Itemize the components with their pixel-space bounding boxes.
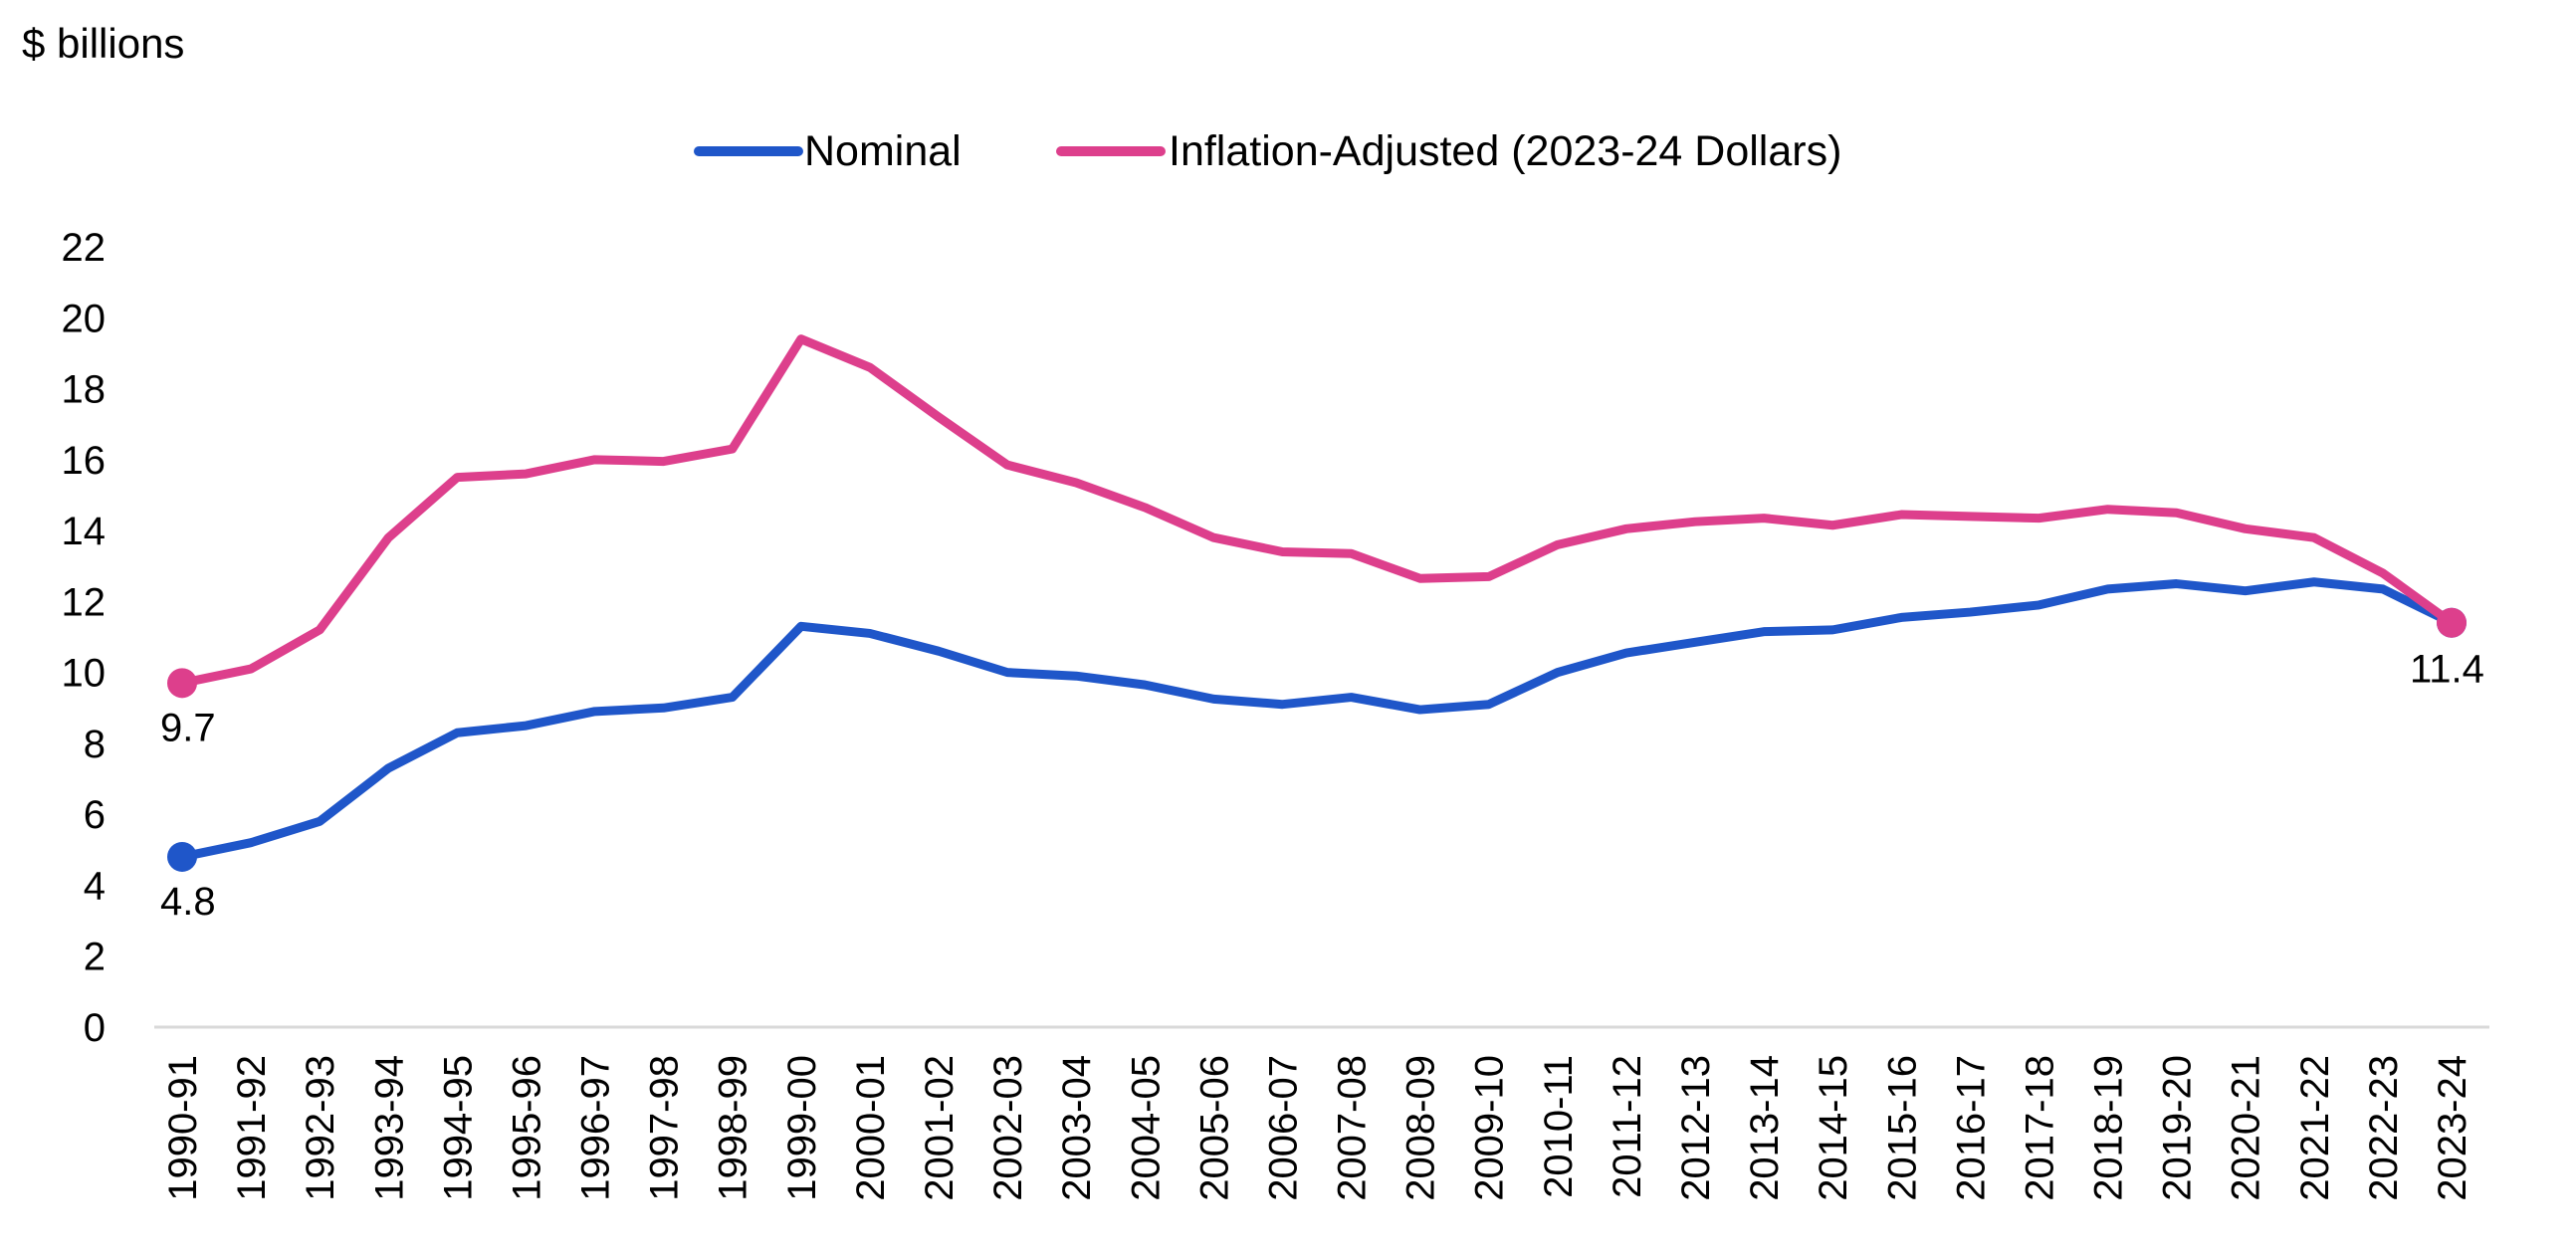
x-tick-label: 1992-93 [299, 1055, 342, 1201]
y-tick-label: 10 [62, 652, 107, 696]
data-label-start-inflation-adjusted: 9.7 [160, 706, 216, 749]
x-tick-label: 2011-12 [1606, 1055, 1649, 1198]
x-tick-label: 2016-17 [1949, 1055, 1993, 1201]
x-tick-label: 1998-99 [712, 1055, 755, 1201]
x-tick-label: 2002-03 [986, 1055, 1030, 1201]
x-tick-label: 1999-00 [780, 1055, 824, 1201]
x-tick-label: 2006-07 [1261, 1055, 1305, 1201]
x-tick-label: 2014-15 [1812, 1055, 1855, 1201]
series-line-nominal [177, 577, 2457, 862]
y-tick-label: 18 [62, 368, 107, 412]
x-tick-label: 1991-92 [230, 1055, 274, 1201]
x-tick-label: 2015-16 [1880, 1055, 1924, 1201]
x-tick-label: 2004-05 [1124, 1055, 1168, 1201]
data-label-end-inflation-adjusted: 11.4 [2410, 648, 2484, 692]
x-tick-label: 2008-09 [1399, 1055, 1443, 1201]
x-tick-label: 2000-01 [849, 1055, 893, 1201]
data-point-end-inflation-adjusted [2437, 607, 2467, 638]
x-tick-label: 1993-94 [367, 1055, 411, 1201]
x-tick-label: 2001-02 [918, 1055, 962, 1201]
x-tick-label: 1990-91 [161, 1055, 205, 1201]
y-tick-label: 8 [84, 723, 106, 766]
x-tick-label: 2010-11 [1537, 1055, 1581, 1198]
y-tick-label: 14 [62, 510, 107, 553]
x-tick-label: 2012-13 [1674, 1055, 1718, 1201]
unit-label: $ billions [22, 20, 184, 67]
y-tick-label: 0 [84, 1006, 106, 1050]
series-layer [167, 334, 2467, 872]
y-tick-label: 4 [84, 864, 106, 908]
x-tick-label: 2005-06 [1192, 1055, 1236, 1201]
data-point-start-nominal [167, 841, 197, 872]
x-tick-label: 2009-10 [1468, 1055, 1512, 1201]
legend: Nominal Inflation-Adjusted (2023-24 Doll… [694, 127, 1841, 175]
legend-label-nominal: Nominal [804, 127, 962, 175]
legend-item-inflation-adjusted: Inflation-Adjusted (2023-24 Dollars) [1056, 127, 1841, 175]
x-tick-label: 2007-08 [1331, 1055, 1375, 1201]
x-tick-label: 1994-95 [436, 1055, 480, 1201]
x-tick-label: 2019-20 [2156, 1055, 2200, 1201]
data-point-start-inflation-adjusted [167, 668, 197, 699]
x-tick-label: 2017-18 [2018, 1055, 2061, 1201]
x-tick-label: 1996-97 [574, 1055, 618, 1201]
y-tick-label: 12 [62, 580, 107, 624]
x-tick-label: 2013-14 [1743, 1055, 1787, 1201]
y-tick-label: 20 [62, 297, 107, 340]
y-tick-label: 6 [84, 793, 106, 837]
x-tick-label: 2018-19 [2087, 1055, 2131, 1201]
legend-label-inflation-adjusted: Inflation-Adjusted (2023-24 Dollars) [1169, 127, 1841, 175]
y-axis: 0 2 4 6 8 10 12 14 16 18 20 22 [62, 226, 107, 1050]
x-tick-label: 2023-24 [2431, 1055, 2474, 1201]
x-tick-label: 1995-96 [505, 1055, 548, 1201]
x-tick-label: 1997-98 [643, 1055, 687, 1201]
y-tick-label: 16 [62, 439, 107, 483]
x-tick-label: 2021-22 [2293, 1055, 2337, 1201]
x-tick-label: 2003-04 [1055, 1055, 1099, 1201]
x-tick-label: 2020-21 [2225, 1055, 2268, 1201]
y-tick-label: 22 [62, 226, 107, 270]
data-label-start-nominal: 4.8 [160, 880, 216, 924]
data-label-layer: 4.8 9.7 11.4 [160, 648, 2484, 924]
series-line-inflation-adjusted [177, 334, 2457, 688]
legend-item-nominal: Nominal [694, 127, 962, 175]
x-tick-label: 2022-23 [2362, 1055, 2406, 1201]
y-tick-label: 2 [84, 936, 106, 979]
x-axis: 1990-91 1991-92 1992-93 1993-94 1994-95 1995-… [161, 1055, 2474, 1201]
